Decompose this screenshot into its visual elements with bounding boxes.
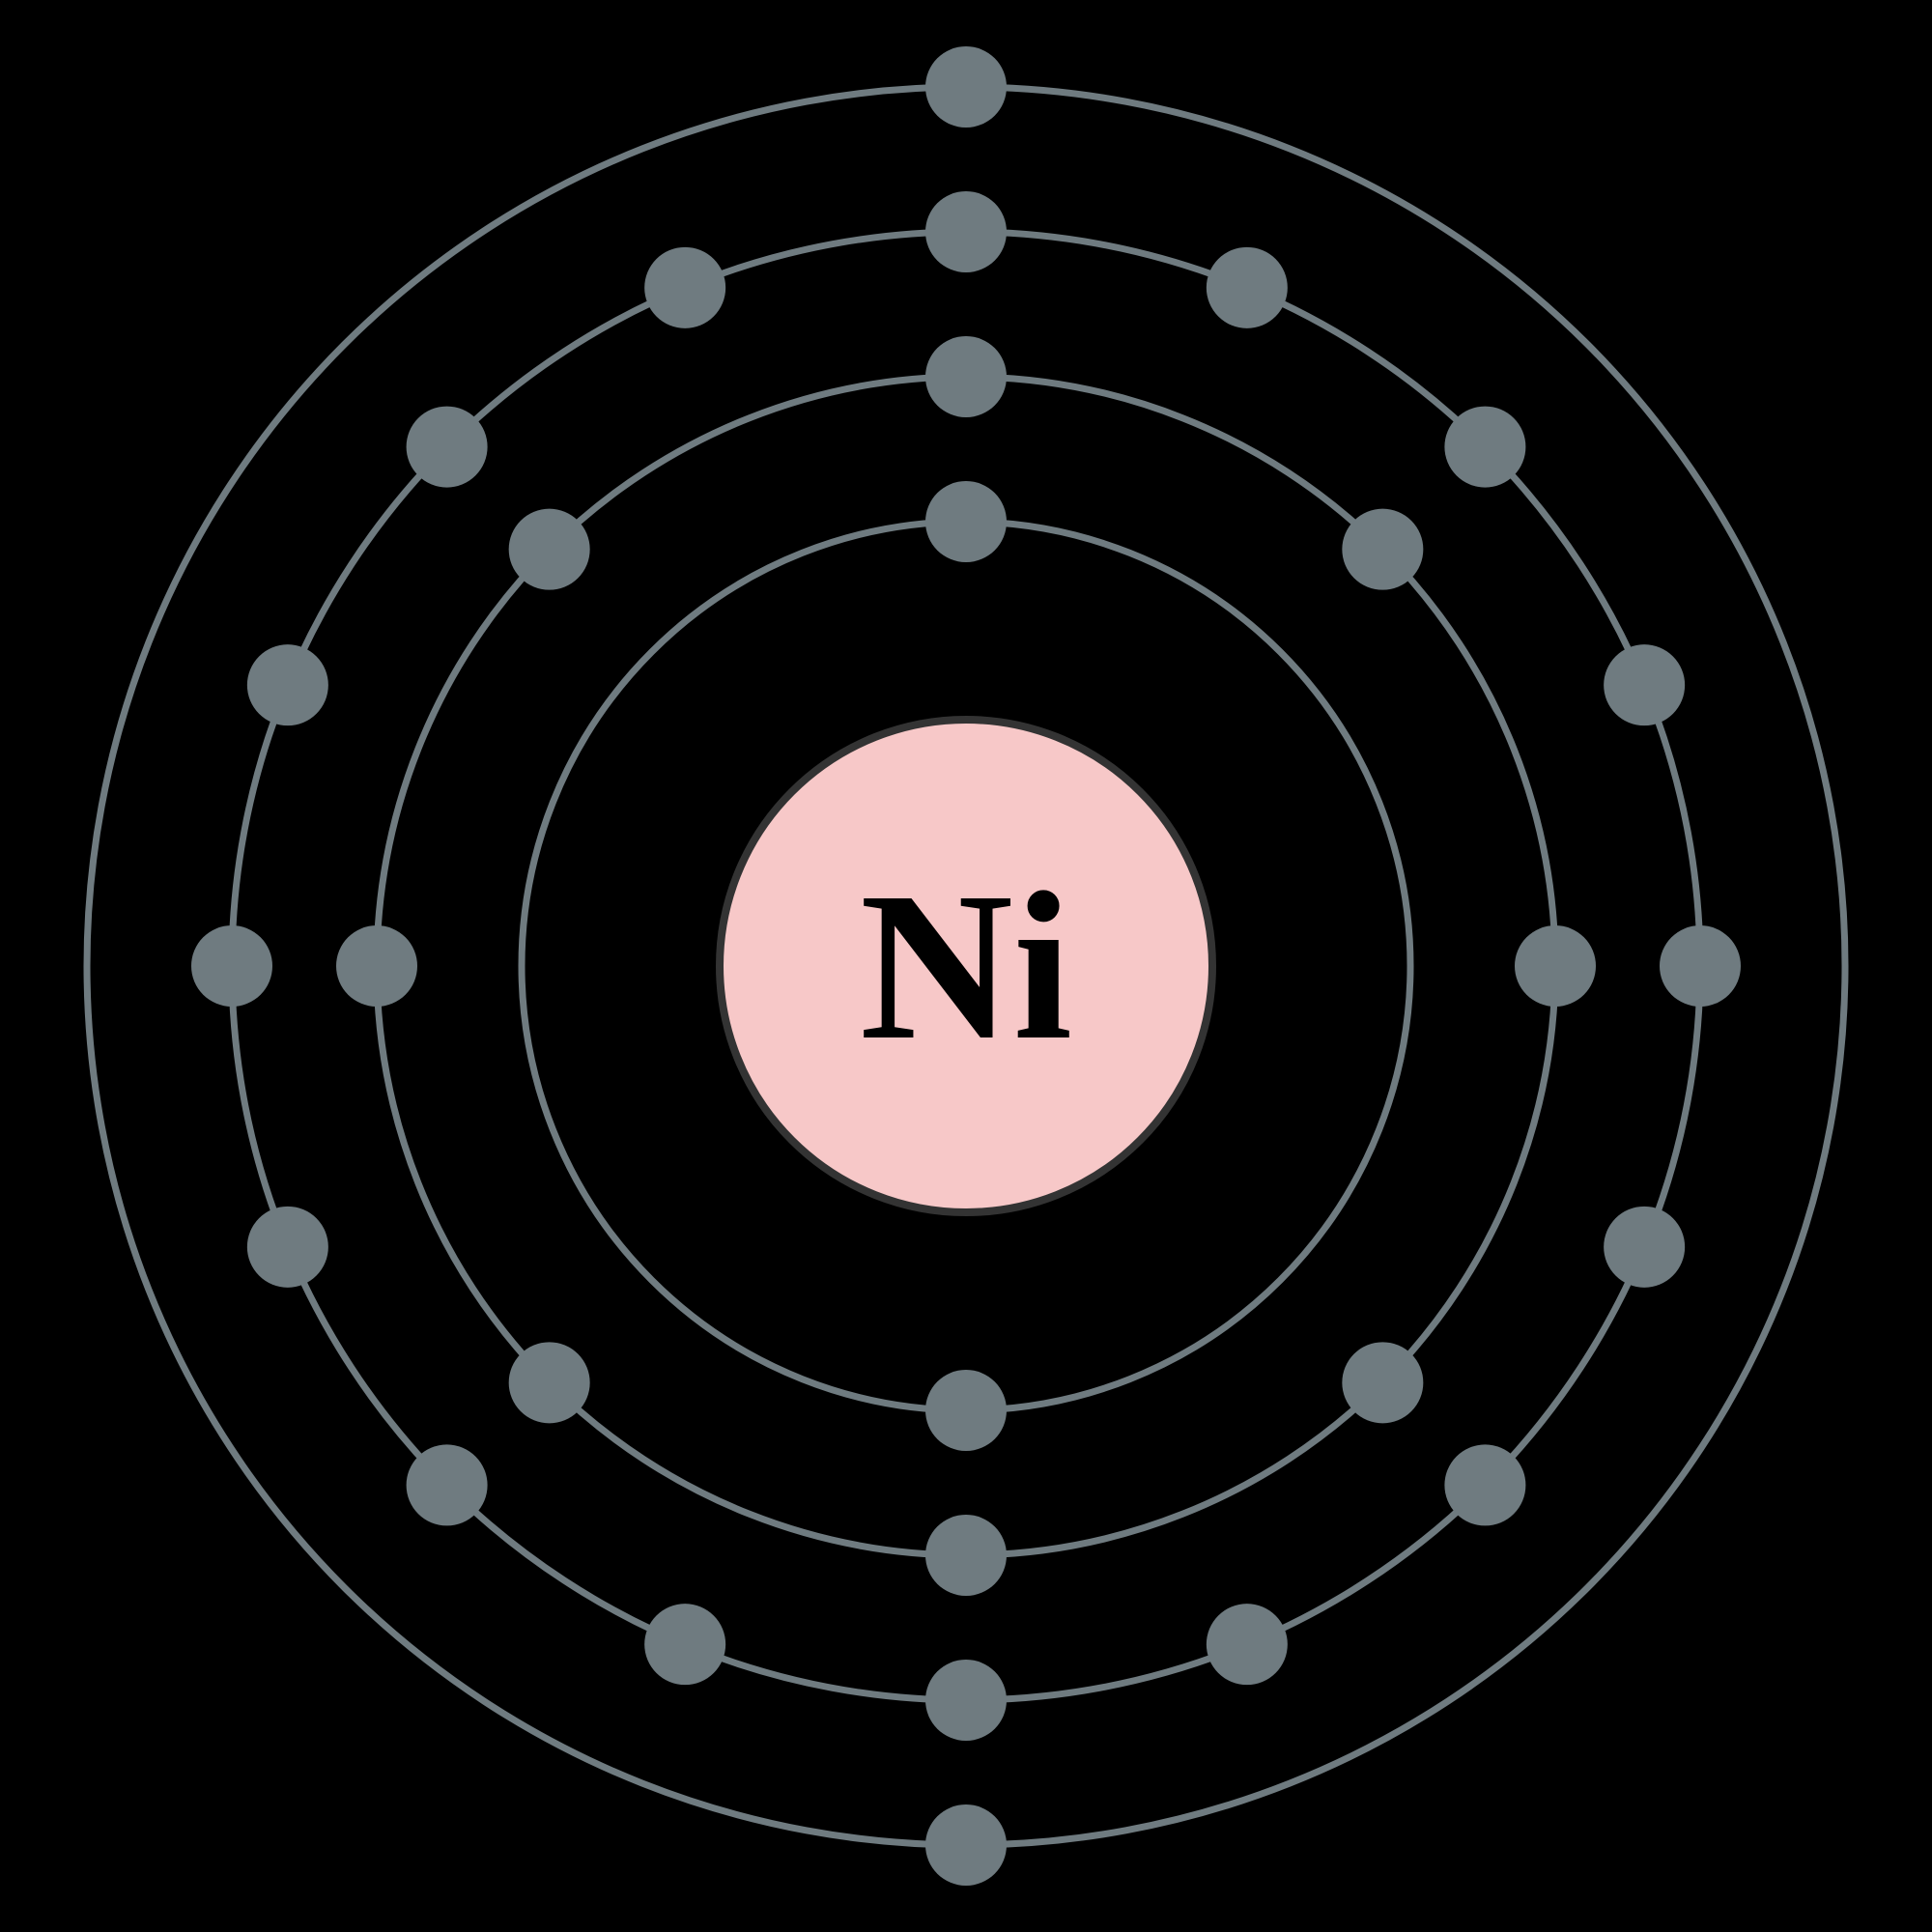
electron-shell-2 <box>925 1515 1007 1596</box>
electron-shell-1 <box>925 481 1007 562</box>
electron-shell-3 <box>407 407 488 488</box>
electron-shell-3 <box>1604 644 1685 725</box>
electron-shell-diagram: Ni <box>0 0 1932 1932</box>
electron-shell-4 <box>925 1804 1007 1886</box>
electron-shell-3 <box>1444 407 1525 488</box>
electron-shell-3 <box>1207 1604 1288 1685</box>
electron-shell-3 <box>1604 1207 1685 1288</box>
electron-shell-2 <box>1342 509 1423 590</box>
electron-shell-3 <box>1444 1444 1525 1525</box>
electron-shell-3 <box>925 1660 1007 1741</box>
electron-shell-2 <box>925 336 1007 417</box>
electron-shell-3 <box>247 1207 328 1288</box>
electron-shell-2 <box>1342 1342 1423 1423</box>
electron-shell-3 <box>644 247 725 328</box>
electron-shell-2 <box>509 1342 590 1423</box>
electron-shell-3 <box>1660 925 1741 1007</box>
electron-shell-4 <box>925 46 1007 128</box>
electron-shell-3 <box>247 644 328 725</box>
electron-shell-1 <box>925 1370 1007 1451</box>
electron-shell-2 <box>336 925 417 1007</box>
electron-shell-2 <box>1515 925 1596 1007</box>
electron-shell-3 <box>407 1444 488 1525</box>
electron-shell-2 <box>509 509 590 590</box>
electron-shell-3 <box>925 191 1007 272</box>
element-symbol: Ni <box>860 848 1072 1084</box>
electron-shell-3 <box>644 1604 725 1685</box>
electron-shell-3 <box>1207 247 1288 328</box>
electron-shell-3 <box>191 925 272 1007</box>
